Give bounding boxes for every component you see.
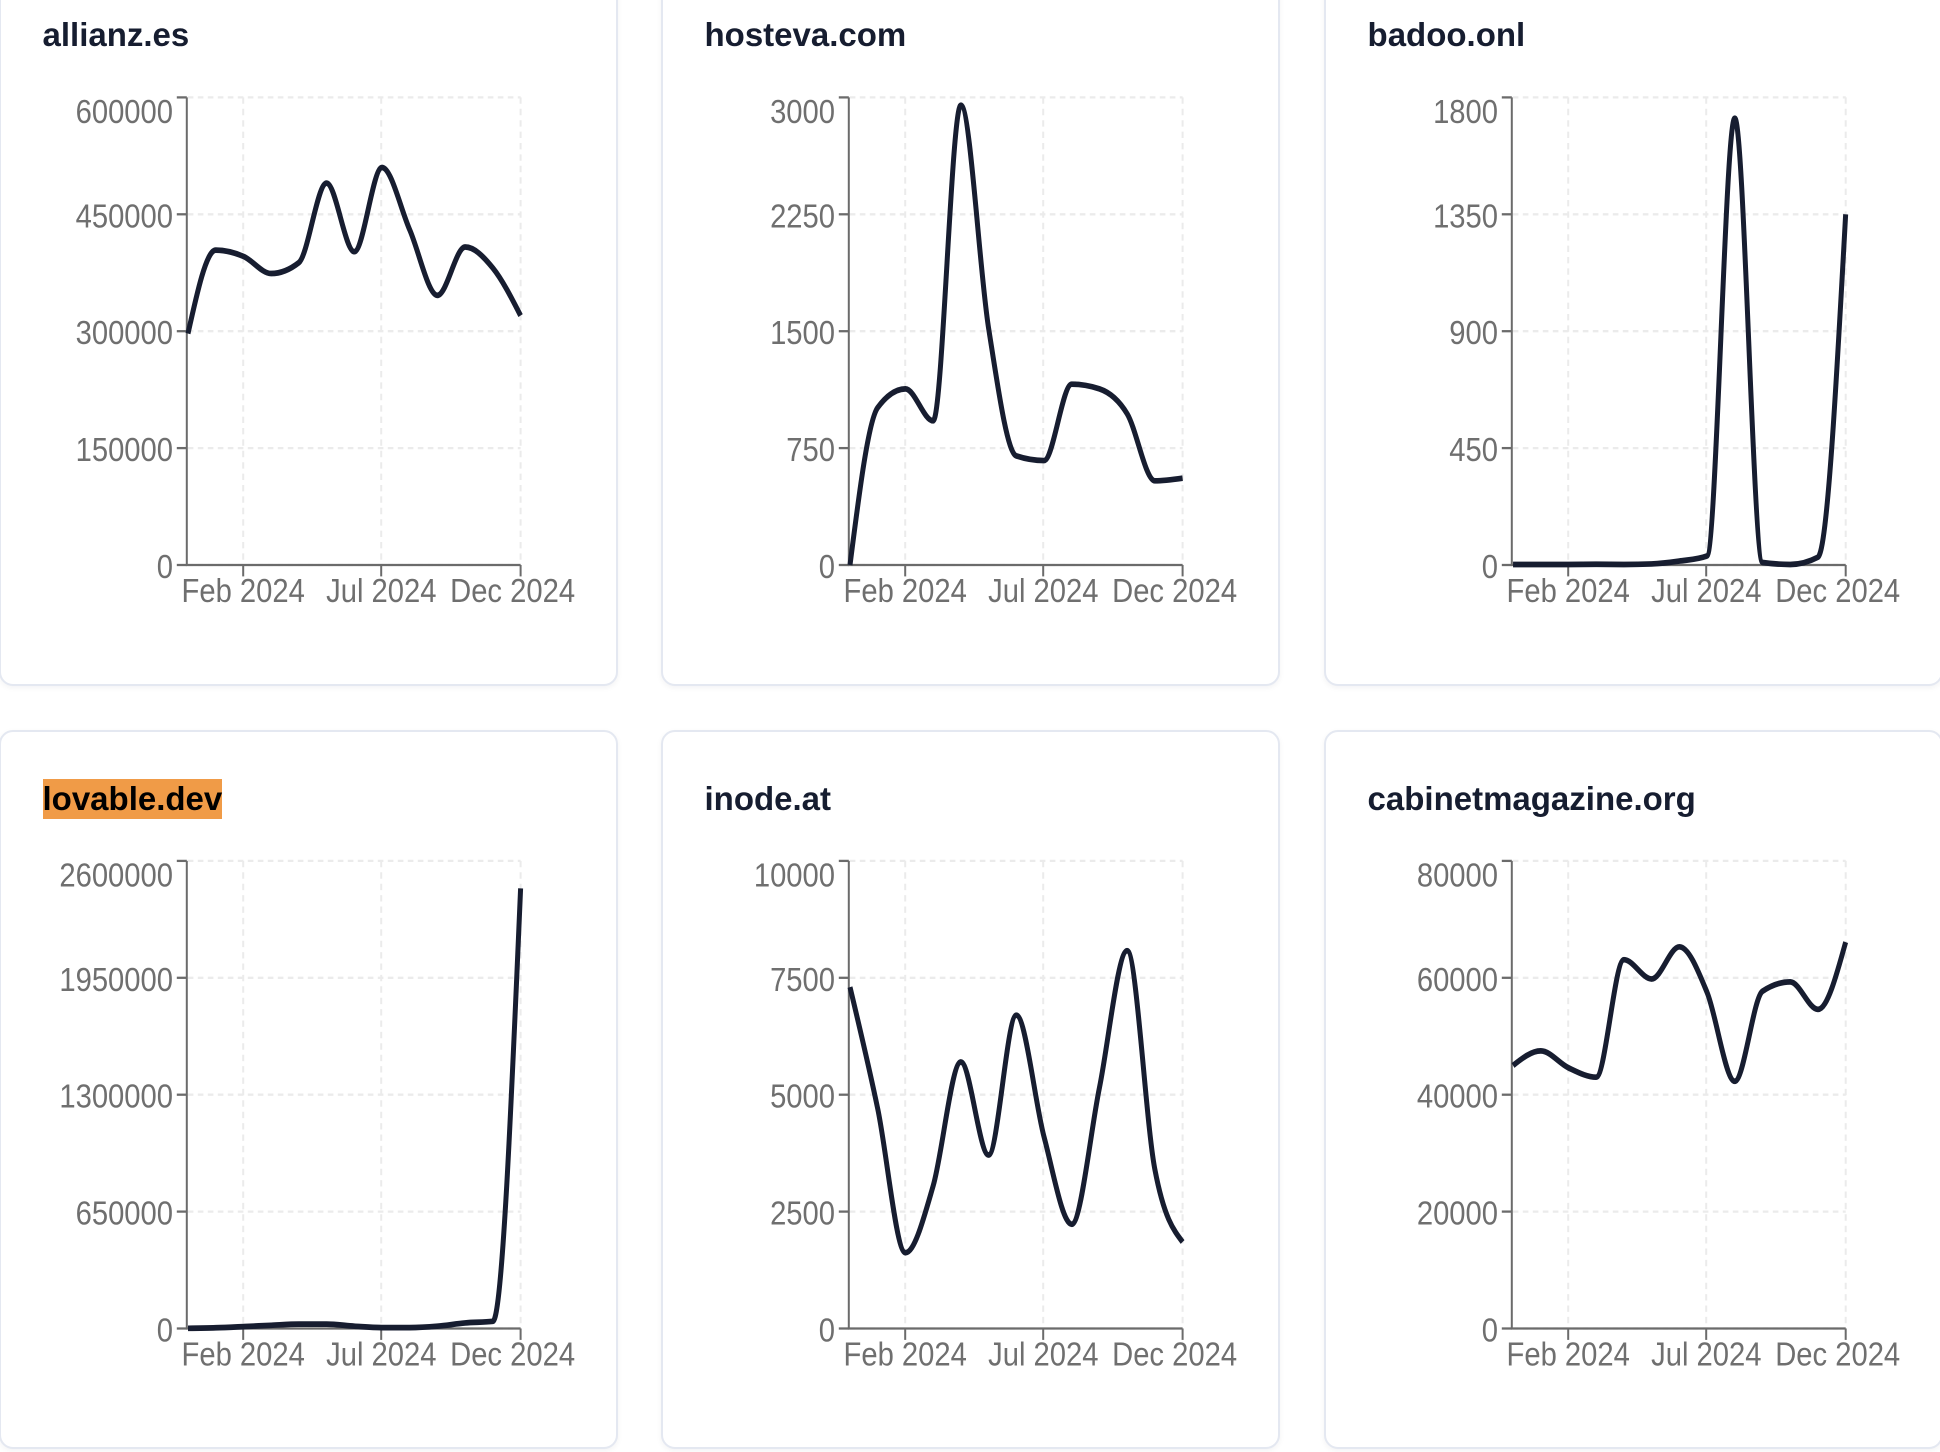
svg-text:0: 0 (819, 548, 835, 585)
svg-text:1800: 1800 (1433, 93, 1498, 130)
svg-text:0: 0 (157, 548, 173, 585)
svg-text:750: 750 (786, 431, 835, 468)
svg-text:1300000: 1300000 (59, 1078, 173, 1115)
svg-text:650000: 650000 (76, 1195, 173, 1232)
svg-text:Dec 2024: Dec 2024 (450, 1336, 575, 1373)
svg-text:Jul 2024: Jul 2024 (988, 1336, 1098, 1373)
svg-text:0: 0 (819, 1312, 835, 1349)
svg-text:Feb 2024: Feb 2024 (1507, 1336, 1630, 1373)
svg-text:20000: 20000 (1417, 1195, 1498, 1232)
svg-text:7500: 7500 (770, 961, 835, 998)
svg-text:Feb 2024: Feb 2024 (1507, 572, 1630, 609)
svg-text:Dec 2024: Dec 2024 (450, 572, 575, 609)
svg-text:0: 0 (1482, 1312, 1498, 1349)
svg-text:Dec 2024: Dec 2024 (1112, 1336, 1237, 1373)
svg-text:Dec 2024: Dec 2024 (1775, 1336, 1900, 1373)
svg-text:Jul 2024: Jul 2024 (326, 1336, 436, 1373)
svg-text:Dec 2024: Dec 2024 (1775, 572, 1900, 609)
svg-text:60000: 60000 (1417, 961, 1498, 998)
svg-text:3000: 3000 (770, 93, 835, 130)
svg-text:900: 900 (1449, 314, 1498, 351)
svg-text:2500: 2500 (770, 1195, 835, 1232)
svg-text:80000: 80000 (1417, 857, 1498, 894)
svg-text:0: 0 (157, 1312, 173, 1349)
svg-text:1500: 1500 (770, 314, 835, 351)
svg-text:1950000: 1950000 (59, 961, 173, 998)
svg-text:0: 0 (1482, 548, 1498, 585)
svg-text:Feb 2024: Feb 2024 (844, 572, 967, 609)
svg-text:600000: 600000 (76, 93, 173, 130)
svg-text:2600000: 2600000 (59, 857, 173, 894)
svg-text:5000: 5000 (770, 1078, 835, 1115)
svg-text:Feb 2024: Feb 2024 (844, 1336, 967, 1373)
svg-text:300000: 300000 (76, 314, 173, 351)
svg-text:150000: 150000 (76, 431, 173, 468)
svg-text:10000: 10000 (754, 857, 835, 894)
svg-text:Feb 2024: Feb 2024 (182, 1336, 305, 1373)
svg-text:450000: 450000 (76, 198, 173, 235)
svg-text:1350: 1350 (1433, 198, 1498, 235)
svg-text:Feb 2024: Feb 2024 (182, 572, 305, 609)
svg-text:450: 450 (1449, 431, 1498, 468)
svg-text:Dec 2024: Dec 2024 (1112, 572, 1237, 609)
svg-text:Jul 2024: Jul 2024 (326, 572, 436, 609)
svg-text:Jul 2024: Jul 2024 (1651, 1336, 1761, 1373)
svg-text:Jul 2024: Jul 2024 (988, 572, 1098, 609)
svg-text:Jul 2024: Jul 2024 (1651, 572, 1761, 609)
svg-text:40000: 40000 (1417, 1078, 1498, 1115)
svg-text:2250: 2250 (770, 198, 835, 235)
